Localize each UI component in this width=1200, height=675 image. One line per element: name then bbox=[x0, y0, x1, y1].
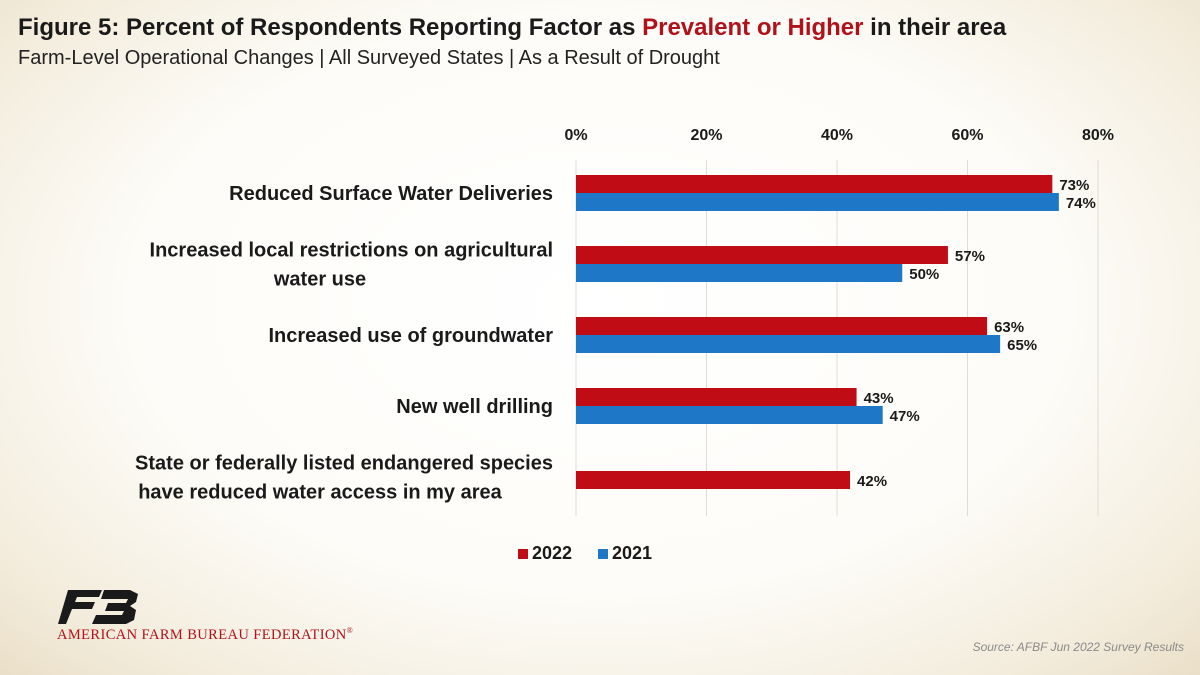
data-label: 63% bbox=[994, 319, 1024, 336]
title-prefix: Figure 5: Percent of Respondents Reporti… bbox=[18, 14, 643, 41]
x-tick-label: 40% bbox=[821, 127, 853, 144]
bar-2022 bbox=[576, 246, 948, 264]
category-label: water use bbox=[273, 269, 366, 291]
legend-label: 2022 bbox=[532, 543, 572, 563]
category-label: have reduced water access in my area bbox=[138, 482, 502, 504]
bar-2021 bbox=[576, 335, 1001, 353]
source-note: Source: AFBF Jun 2022 Survey Results bbox=[972, 640, 1184, 654]
data-label: 73% bbox=[1059, 177, 1089, 194]
category-label: New well drilling bbox=[396, 396, 553, 418]
category-label: Reduced Surface Water Deliveries bbox=[229, 183, 553, 205]
category-label: State or federally listed endangered spe… bbox=[135, 453, 553, 475]
afbf-logo-icon bbox=[58, 590, 138, 624]
title-suffix: in their area bbox=[863, 14, 1007, 41]
data-label: 42% bbox=[857, 473, 887, 490]
data-label: 50% bbox=[909, 266, 939, 283]
x-tick-label: 0% bbox=[564, 127, 587, 144]
title-highlight: Prevalent or Higher bbox=[642, 14, 864, 41]
bar-2021 bbox=[576, 264, 903, 282]
x-tick-label: 80% bbox=[1082, 127, 1114, 144]
bar-2021 bbox=[576, 406, 883, 424]
legend-swatch-2021 bbox=[598, 549, 608, 559]
bar-2021 bbox=[576, 193, 1059, 211]
x-tick-label: 60% bbox=[951, 127, 983, 144]
data-label: 47% bbox=[890, 408, 920, 425]
bar-2022 bbox=[576, 388, 857, 406]
bar-2022 bbox=[576, 471, 851, 489]
registered-mark: ® bbox=[346, 626, 354, 635]
data-label: 43% bbox=[864, 390, 894, 407]
chart-subtitle: Farm-Level Operational Changes | All Sur… bbox=[18, 47, 720, 69]
chart-title: Figure 5: Percent of Respondents Reporti… bbox=[18, 14, 1006, 42]
category-label: Increased local restrictions on agricult… bbox=[150, 240, 553, 262]
org-name-text: AMERICAN FARM BUREAU FEDERATION bbox=[57, 626, 347, 643]
x-tick-label: 20% bbox=[690, 127, 722, 144]
legend-label: 2021 bbox=[612, 543, 652, 563]
data-label: 74% bbox=[1066, 195, 1096, 212]
org-name: AMERICAN FARM BUREAU FEDERATION® bbox=[57, 626, 353, 644]
legend-swatch-2022 bbox=[518, 549, 528, 559]
data-label: 65% bbox=[1007, 337, 1037, 354]
data-label: 57% bbox=[955, 248, 985, 265]
bar-2022 bbox=[576, 175, 1053, 193]
category-label: Increased use of groundwater bbox=[268, 325, 553, 347]
bar-2022 bbox=[576, 317, 988, 335]
